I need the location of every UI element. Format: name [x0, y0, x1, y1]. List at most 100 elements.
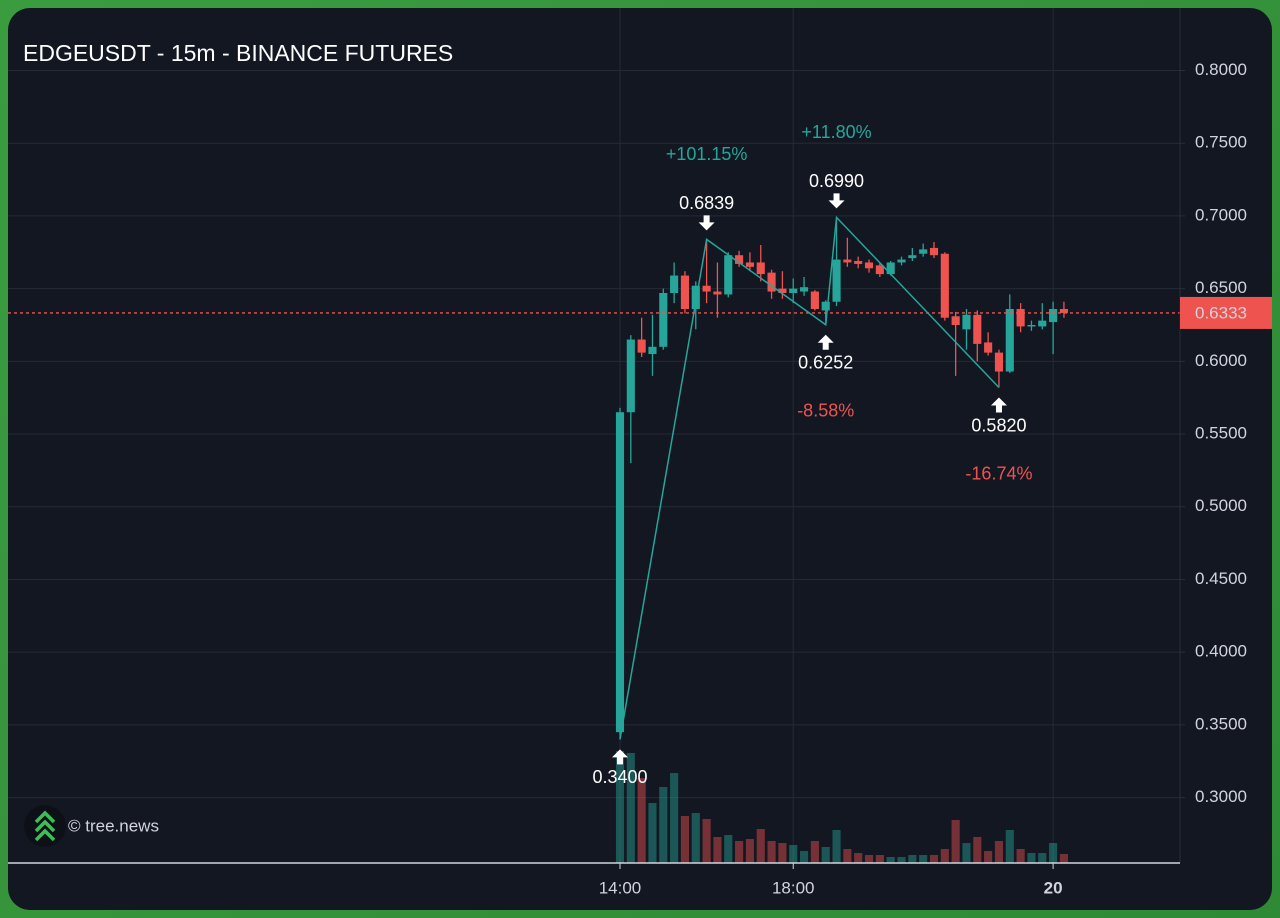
- candle-body: [843, 259, 852, 263]
- change-label: -16.74%: [965, 463, 1032, 483]
- candle-body: [875, 265, 884, 275]
- grid-layer: [8, 8, 1180, 863]
- pivot-arrow: [817, 334, 834, 350]
- volume-bar: [897, 857, 906, 863]
- volume-bar: [951, 820, 960, 863]
- x-tick-label: 18:00: [772, 878, 815, 897]
- y-tick-label: 0.4000: [1195, 642, 1247, 661]
- chart: 0.3400 0.6839 0.6252 0.6990 0.5820 +101.15% -8…: [8, 8, 1272, 897]
- candle-body: [984, 342, 993, 353]
- watermark-logo: [24, 805, 66, 847]
- candle-body: [1005, 308, 1014, 372]
- y-tick-label: 0.7500: [1195, 133, 1247, 152]
- candle-body: [756, 262, 765, 275]
- volume-bar: [1016, 849, 1025, 863]
- candle-body: [659, 293, 668, 347]
- candle-body: [680, 275, 690, 309]
- zigzag-line: [619, 215, 1000, 740]
- candle-body: [864, 262, 874, 269]
- volume-bar: [724, 835, 733, 863]
- change-label: +11.80%: [801, 122, 871, 142]
- candle-body: [767, 272, 776, 292]
- last-price-label: 0.6333: [1195, 303, 1247, 322]
- candle-body: [929, 247, 939, 256]
- volume-bar: [962, 843, 971, 863]
- volume-bar: [1005, 830, 1014, 863]
- x-tick-label: 20: [1044, 878, 1063, 897]
- volume-bar: [637, 778, 646, 863]
- pivot-arrow: [990, 397, 1007, 413]
- pivot-label: 0.6990: [809, 171, 864, 191]
- volume-bar: [691, 813, 700, 863]
- volume-bar: [919, 855, 928, 863]
- candle-body: [994, 352, 1004, 372]
- candle-body: [691, 285, 700, 309]
- change-label: +101.15%: [666, 144, 748, 164]
- volume-bar: [670, 773, 679, 863]
- watermark: © tree.news: [68, 816, 159, 835]
- volume-bar: [713, 837, 722, 863]
- volume-bar: [626, 753, 635, 863]
- volume-bar: [984, 851, 993, 863]
- volume-bar: [756, 829, 765, 863]
- y-tick-label: 0.8000: [1195, 60, 1247, 79]
- candle-body: [886, 262, 895, 275]
- volume-bar: [886, 857, 895, 863]
- candle-body: [1016, 308, 1025, 327]
- candle-body: [1049, 308, 1058, 323]
- chart-title: EDGEUSDT - 15m - BINANCE FUTURES: [23, 40, 453, 66]
- candle-body: [1038, 320, 1047, 327]
- candle-body: [1027, 324, 1036, 327]
- last-price-box: [1180, 296, 1272, 329]
- y-tick-label: 0.7000: [1195, 205, 1247, 224]
- candle-body: [702, 285, 711, 292]
- volume-bar: [875, 855, 884, 863]
- y-tick-label: 0.3000: [1195, 787, 1247, 806]
- volume-bar: [908, 855, 917, 863]
- volume-bar: [735, 841, 744, 863]
- volume-bar: [659, 787, 668, 863]
- volume-bar: [843, 849, 852, 863]
- y-tick-label: 0.5500: [1195, 424, 1247, 443]
- volume-bar: [1038, 853, 1047, 863]
- candle-body: [615, 412, 625, 733]
- volume-bar: [799, 851, 809, 863]
- candle-body: [810, 291, 819, 309]
- y-tick-label: 0.6000: [1195, 351, 1247, 370]
- candle-body: [745, 262, 754, 267]
- y-tick-label: 0.6500: [1195, 278, 1247, 297]
- overlay-layer: 0.3400 0.6839 0.6252 0.6990 0.5820 +101.15% -8…: [8, 122, 1180, 787]
- volume-bar: [702, 819, 711, 863]
- candle-body: [735, 255, 744, 264]
- volume-bar: [929, 855, 939, 863]
- candle-body: [962, 314, 971, 330]
- volume-bar: [864, 855, 874, 863]
- volume-bar: [1049, 843, 1058, 863]
- candle-body: [637, 339, 646, 353]
- change-label: -8.58%: [797, 400, 854, 420]
- candle-body: [778, 288, 787, 293]
- candle-body: [973, 314, 982, 344]
- volume-bar: [767, 841, 776, 863]
- candle-body: [940, 253, 949, 318]
- volume-bar: [940, 849, 949, 863]
- candle-body: [951, 316, 960, 325]
- logo-chevrons: [34, 810, 56, 842]
- pivot-arrow: [698, 215, 715, 231]
- volume-layer: [615, 751, 1068, 863]
- volume-bar: [745, 839, 754, 863]
- y-tick-label: 0.5000: [1195, 496, 1247, 515]
- volume-bar: [1027, 853, 1036, 863]
- volume-bar: [810, 841, 819, 863]
- logo-circle: [24, 805, 66, 847]
- volume-bar: [832, 830, 841, 863]
- candle-body: [1059, 308, 1068, 313]
- pivot-label: 0.6839: [679, 193, 734, 213]
- candle-body: [648, 346, 657, 355]
- candle-body: [908, 255, 917, 259]
- candle-body: [789, 288, 798, 293]
- volume-bar: [648, 803, 657, 863]
- volume-bar: [615, 751, 625, 863]
- pivot-label: 0.6252: [798, 352, 853, 372]
- candle-body: [799, 287, 809, 292]
